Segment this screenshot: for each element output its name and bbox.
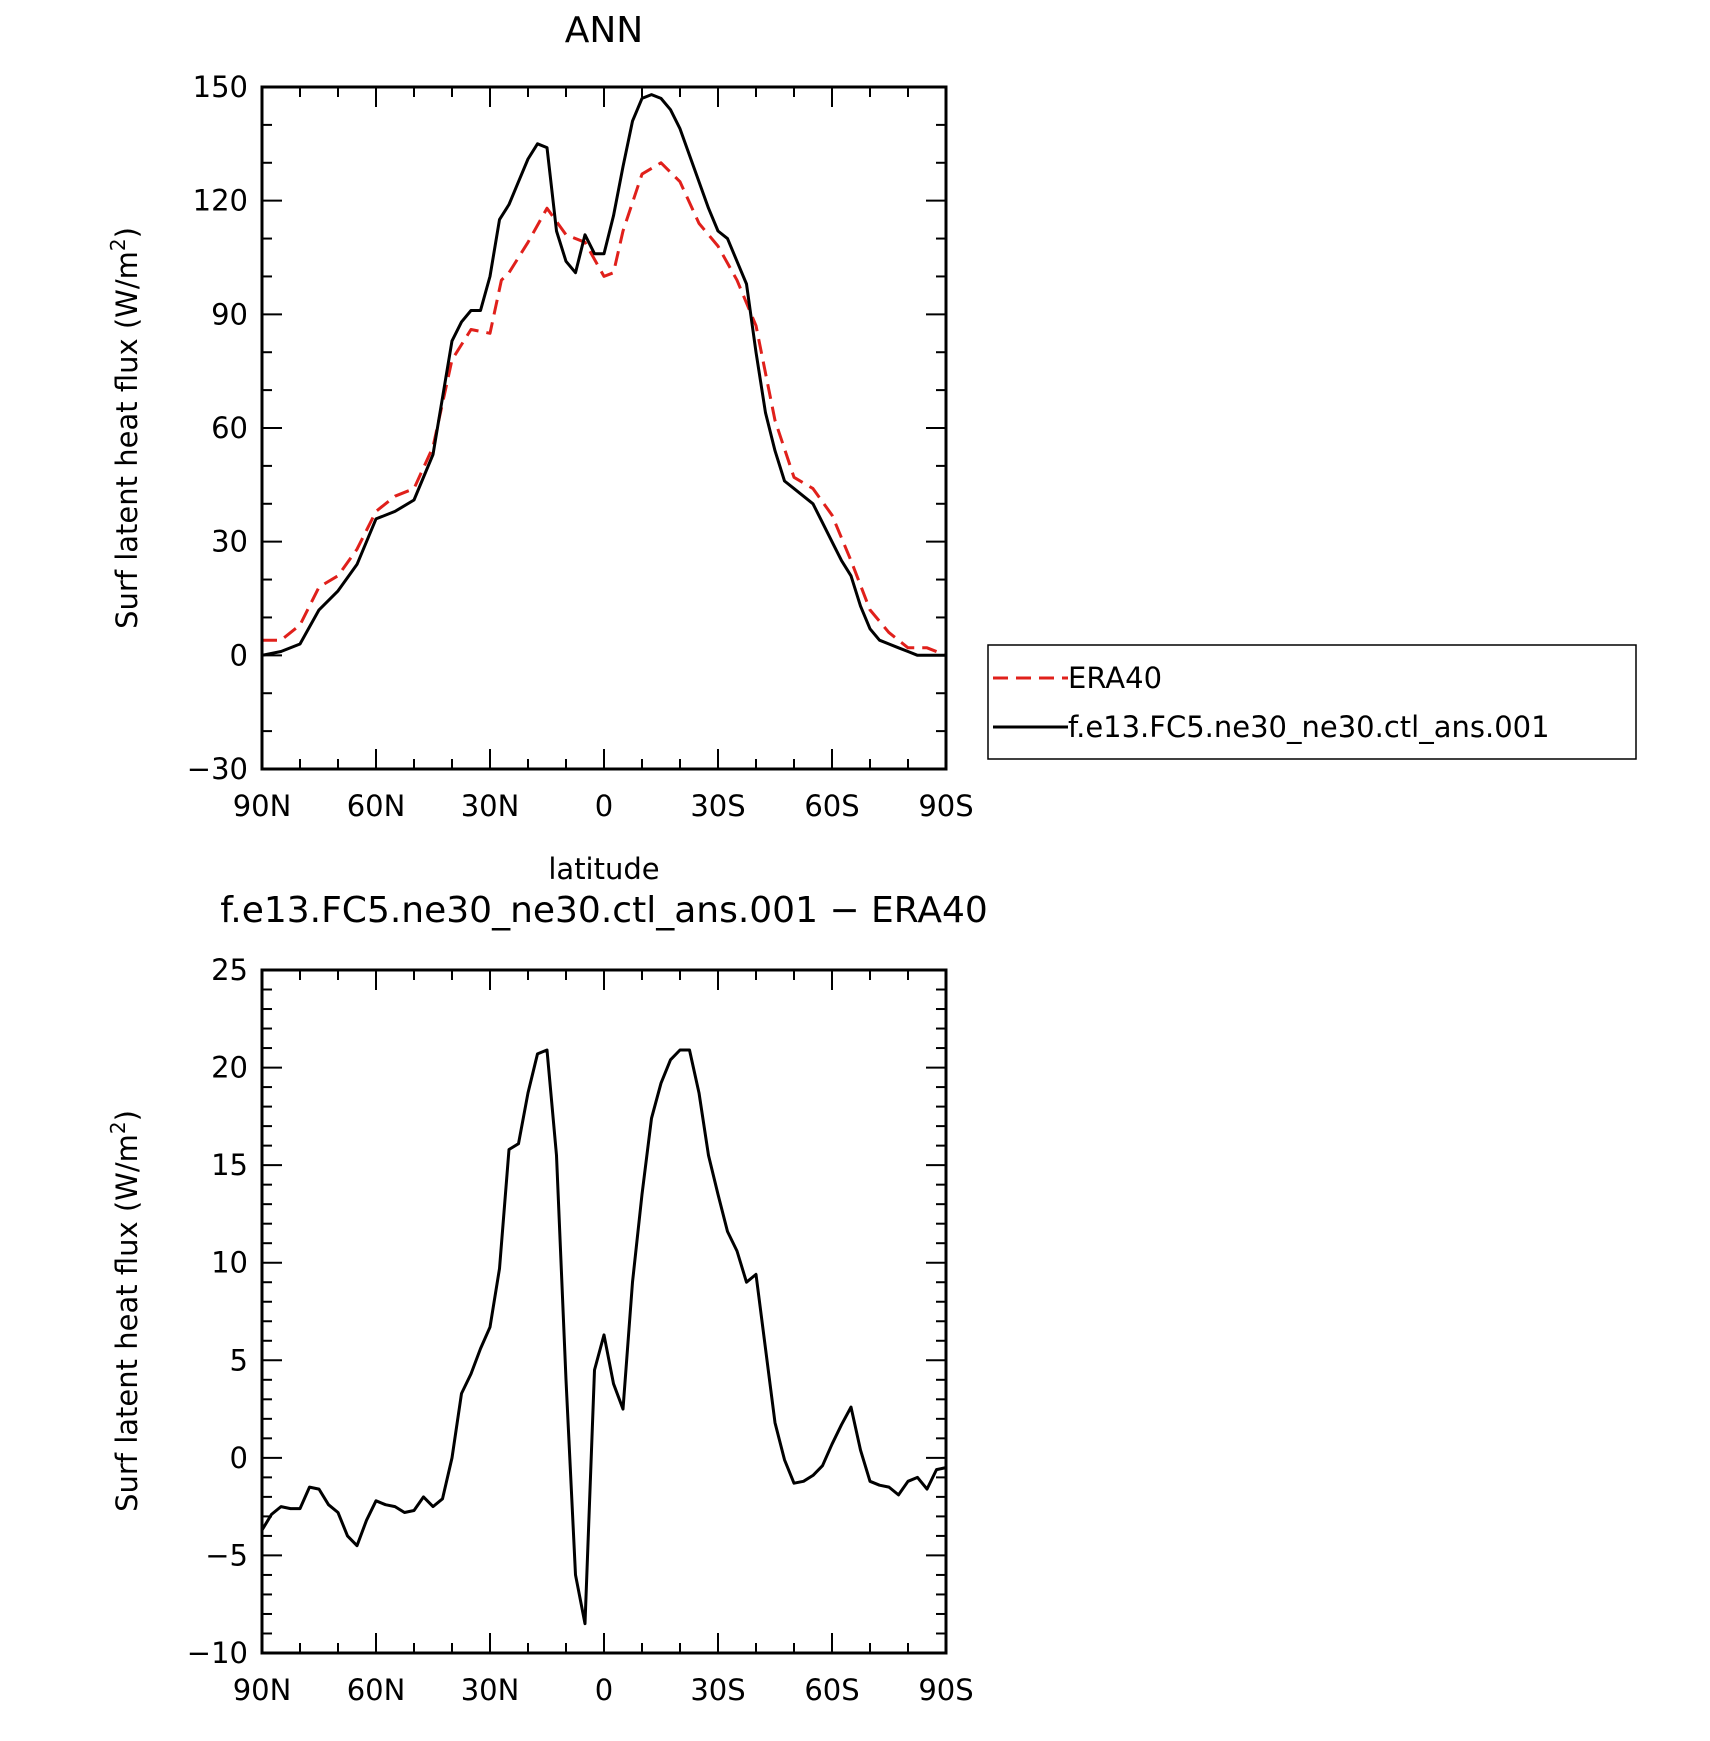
series-line-f-e13-fc5-ne30-ne30-ctl-ans-001 [261, 93, 946, 657]
y-tick-label: 20 [211, 1051, 248, 1085]
legend-label-model: f.e13.FC5.ne30_ne30.ctl_ans.001 [1068, 710, 1550, 744]
x-tick-label: 30S [690, 1673, 745, 1707]
x-tick-label: 60S [804, 789, 859, 823]
x-tick-label: 60N [347, 1673, 406, 1707]
top-x-ticks: 90N 60N 30N 0 30S 60S 90S [233, 87, 974, 823]
x-tick-label: 60N [347, 789, 406, 823]
bottom-panel: f.e13.FC5.ne30_ne30.ctl_ans.001 − ERA40 … [106, 890, 988, 1741]
top-chart-title: ANN [565, 10, 644, 51]
series-line-difference [260, 1048, 947, 1626]
series-line-era40 [262, 161, 947, 657]
y-tick-label: −10 [187, 1636, 248, 1670]
top-panel: ANN −30 0 30 60 90 120 150 90N 60N 30N 0 30S 60S 90S… [106, 10, 1637, 886]
x-tick-label: 90S [918, 789, 973, 823]
y-tick-label: 90 [211, 297, 248, 331]
y-tick-label: 25 [211, 953, 248, 987]
y-tick-label: −30 [187, 752, 248, 786]
top-series-group [261, 93, 947, 657]
bottom-x-axis-label: latitude [548, 1738, 659, 1741]
bottom-y-ticks: −10 −5 0 5 10 15 20 25 [187, 953, 946, 1670]
y-tick-label: −5 [205, 1538, 248, 1572]
x-tick-label: 30N [461, 1673, 520, 1707]
y-tick-label: 10 [211, 1246, 248, 1280]
top-y-axis-label: Surf latent heat flux (W/m2) [106, 227, 144, 629]
x-tick-label: 0 [595, 789, 613, 823]
y-tick-label: 60 [211, 411, 248, 445]
x-tick-label: 30N [461, 789, 520, 823]
legend: ERA40 f.e13.FC5.ne30_ne30.ctl_ans.001 [987, 644, 1637, 760]
y-tick-label: 150 [193, 70, 248, 104]
x-tick-label: 90N [233, 789, 292, 823]
x-tick-label: 0 [595, 1673, 613, 1707]
x-tick-label: 60S [804, 1673, 859, 1707]
x-tick-label: 90N [233, 1673, 292, 1707]
y-tick-label: 5 [230, 1343, 248, 1377]
y-tick-label: 15 [211, 1148, 248, 1182]
top-x-axis-label: latitude [548, 852, 659, 886]
bottom-y-axis-label: Surf latent heat flux (W/m2) [106, 1110, 144, 1512]
bottom-x-ticks: 90N 60N 30N 0 30S 60S 90S [233, 970, 974, 1707]
x-tick-label: 90S [918, 1673, 973, 1707]
y-tick-label: 30 [211, 525, 248, 559]
top-y-ticks: −30 0 30 60 90 120 150 [187, 70, 946, 786]
bottom-series-group [260, 1048, 947, 1626]
y-tick-label: 0 [230, 1441, 248, 1475]
bottom-chart-title: f.e13.FC5.ne30_ne30.ctl_ans.001 − ERA40 [220, 890, 988, 931]
legend-box [987, 644, 1637, 760]
y-tick-label: 0 [230, 638, 248, 672]
y-tick-label: 120 [193, 184, 248, 218]
x-tick-label: 30S [690, 789, 745, 823]
legend-label-era40: ERA40 [1068, 661, 1162, 695]
